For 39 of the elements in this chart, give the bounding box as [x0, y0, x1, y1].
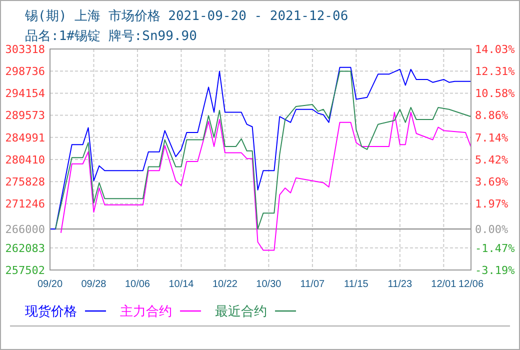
y2-tick-label: 8.86% [475, 109, 508, 122]
y-tick-label: 266000 [5, 222, 45, 236]
x-tick-label: 10/06 [124, 279, 150, 290]
y-tick-label: 275828 [5, 175, 45, 188]
x-tick-label: 10/14 [168, 279, 194, 290]
y2-tick-label: 14.03% [475, 42, 516, 56]
y2-tick-label: -3.19% [475, 264, 516, 277]
chart-title: 锡(期) 上海 市场价格 2021-09-20 - 2021-12-06 [24, 9, 348, 24]
legend-label: 主力合约 [120, 304, 172, 319]
x-tick-label: 10/30 [256, 279, 282, 290]
y-tick-label: 257502 [5, 264, 45, 277]
y-tick-label: 280410 [5, 153, 45, 166]
y-tick-label: 262083 [5, 242, 45, 255]
x-tick-label: 10/22 [212, 279, 238, 290]
x-tick-label: 12/06 [458, 279, 484, 290]
y2-tick-label: 7.14% [475, 131, 508, 144]
chart-subtitle: 品名:1#锡锭 牌号:Sn99.90 [25, 29, 197, 44]
y-tick-label: 294154 [5, 87, 46, 100]
y2-tick-label: -1.47% [475, 242, 516, 255]
y2-tick-label: 3.69% [475, 176, 508, 189]
x-tick-label: 11/07 [300, 279, 326, 290]
y-tick-label: 284991 [5, 131, 45, 144]
x-tick-label: 11/23 [388, 279, 412, 290]
y-tick-label: 298736 [5, 64, 45, 78]
y-tick-label: 289573 [5, 109, 45, 122]
x-tick-label: 09/20 [37, 279, 63, 290]
x-tick-label: 11/15 [344, 279, 369, 290]
y-tick-label: 303318 [5, 42, 45, 56]
y2-tick-label: 5.42% [475, 153, 508, 166]
y2-tick-label: 1.97% [475, 198, 508, 211]
y2-tick-label: 0.00% [475, 222, 508, 236]
y2-tick-label: 10.58% [475, 87, 516, 100]
y-tick-label: 271246 [5, 198, 45, 211]
line-series [60, 112, 472, 251]
legend-label: 最近合约 [215, 304, 267, 319]
y2-tick-label: 12.31% [475, 64, 516, 78]
x-tick-label: 09/28 [81, 279, 107, 290]
legend-label: 现货价格 [25, 304, 77, 319]
x-tick-label: 12/01 [431, 279, 457, 290]
